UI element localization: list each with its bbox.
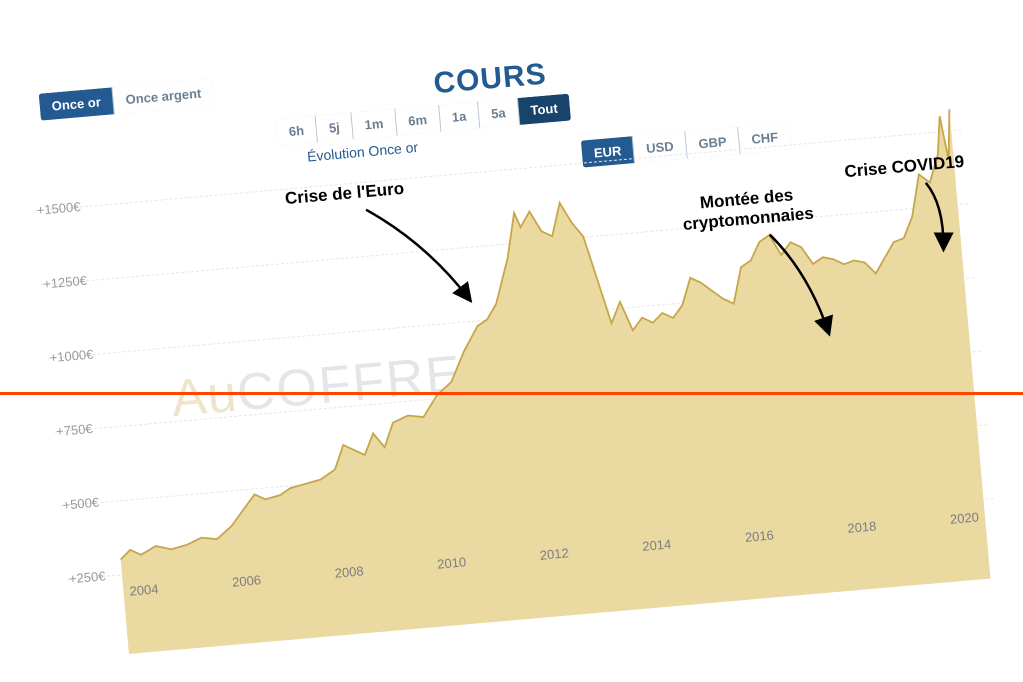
y-tick-label: +750€: [55, 421, 93, 439]
x-tick-label: 2014: [641, 536, 671, 553]
y-tick-label: +500€: [61, 495, 99, 513]
x-tick-label: 2020: [949, 509, 979, 526]
x-tick-label: 2012: [539, 545, 569, 562]
x-tick-label: 2004: [128, 581, 158, 598]
series-area: [87, 109, 990, 654]
x-tick-label: 2018: [846, 518, 876, 535]
y-tick-label: +250€: [68, 568, 106, 586]
price-chart: [13, 0, 1010, 660]
x-tick-label: 2008: [334, 563, 364, 580]
x-tick-label: 2016: [744, 527, 774, 544]
x-tick-label: 2006: [231, 572, 261, 589]
x-tick-label: 2010: [436, 554, 466, 571]
